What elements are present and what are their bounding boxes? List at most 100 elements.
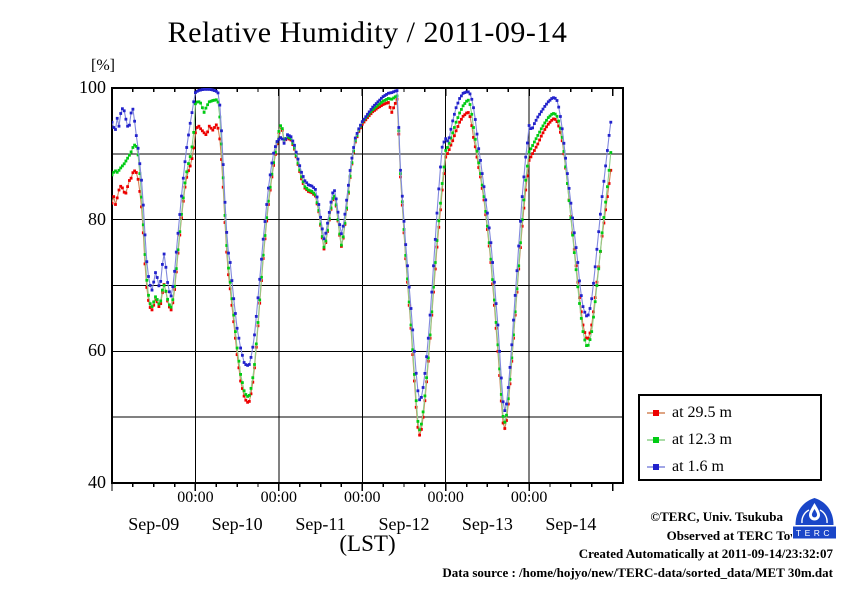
series-marker xyxy=(117,124,121,128)
series-marker xyxy=(512,333,515,337)
series-marker xyxy=(124,159,128,163)
series-marker xyxy=(308,189,312,193)
series-marker xyxy=(122,109,126,113)
series-marker xyxy=(421,410,425,414)
series-marker xyxy=(453,112,456,116)
x-day-label: Sep-12 xyxy=(378,514,430,534)
series-marker xyxy=(246,395,249,398)
series-marker xyxy=(564,165,567,169)
series-marker xyxy=(195,100,199,104)
series-marker xyxy=(385,101,388,105)
series-marker xyxy=(121,164,124,168)
chart-series-1 xyxy=(112,94,613,432)
series-marker xyxy=(185,146,189,149)
series-marker xyxy=(440,145,444,149)
series-marker xyxy=(242,361,246,364)
series-marker xyxy=(174,267,178,270)
series-marker xyxy=(588,307,592,310)
series-marker xyxy=(499,376,503,380)
series-marker xyxy=(171,298,175,302)
series-marker xyxy=(234,336,237,340)
series-marker xyxy=(169,305,173,309)
series-marker xyxy=(138,172,142,175)
series-marker xyxy=(447,148,451,151)
series-marker xyxy=(479,159,482,162)
series-marker xyxy=(442,165,446,169)
legend-marker-blue-icon xyxy=(647,463,665,470)
series-marker xyxy=(364,115,368,119)
series-marker xyxy=(496,343,500,347)
series-marker xyxy=(209,99,213,103)
series-marker xyxy=(268,173,272,177)
series-marker xyxy=(513,310,517,314)
x-day-label: Sep-13 xyxy=(461,514,513,534)
series-marker xyxy=(138,162,142,166)
series-marker xyxy=(501,421,505,425)
series-marker xyxy=(334,197,338,201)
series-marker xyxy=(449,136,453,140)
series-marker xyxy=(317,209,321,212)
series-marker xyxy=(183,160,187,164)
series-marker xyxy=(322,237,326,241)
series-marker xyxy=(195,89,199,93)
series-marker xyxy=(249,392,253,396)
series-marker xyxy=(329,200,333,204)
x-tick-label: 00:00 xyxy=(427,489,464,506)
series-marker xyxy=(559,115,562,118)
series-marker xyxy=(181,176,185,180)
series-marker xyxy=(388,97,392,101)
series-marker xyxy=(520,218,524,222)
series-marker xyxy=(534,118,538,122)
series-marker xyxy=(552,96,555,100)
series-marker xyxy=(461,114,465,118)
series-marker xyxy=(607,168,611,172)
series-marker xyxy=(251,376,255,380)
series-marker xyxy=(121,186,124,190)
series-marker xyxy=(154,297,157,301)
series-marker xyxy=(592,315,595,319)
series-marker xyxy=(390,91,394,94)
series-marker xyxy=(571,216,574,220)
series-marker xyxy=(423,372,427,375)
series-marker xyxy=(150,288,154,292)
series-marker xyxy=(418,398,421,402)
series-marker xyxy=(216,91,220,95)
series-marker xyxy=(249,387,253,390)
series-marker xyxy=(199,88,202,92)
series-marker xyxy=(305,181,309,185)
series-marker xyxy=(155,276,159,279)
legend-item-29-5m: at 29.5 m xyxy=(647,399,820,426)
series-marker xyxy=(246,400,249,404)
series-marker xyxy=(178,213,182,216)
series-marker xyxy=(567,187,571,190)
series-marker xyxy=(562,150,566,153)
series-marker xyxy=(407,285,411,289)
series-marker xyxy=(241,353,244,357)
series-marker xyxy=(550,118,554,122)
series-marker xyxy=(355,134,359,137)
x-day-label: Sep-10 xyxy=(211,514,263,534)
series-marker xyxy=(185,175,189,179)
series-marker xyxy=(387,101,390,104)
series-marker xyxy=(597,267,601,271)
y-tick-label: 100 xyxy=(79,77,106,97)
series-marker xyxy=(242,394,246,398)
series-marker xyxy=(192,146,196,150)
credit-observed: Observed at TERC Tower site xyxy=(666,527,833,543)
series-marker xyxy=(289,135,293,139)
series-marker xyxy=(597,230,601,234)
series-marker xyxy=(609,151,613,154)
series-marker xyxy=(360,122,364,126)
series-marker xyxy=(277,130,281,133)
series-marker xyxy=(456,125,460,128)
series-marker xyxy=(315,195,319,199)
series-marker xyxy=(487,241,491,245)
series-marker xyxy=(329,206,333,210)
series-marker xyxy=(112,120,114,124)
series-marker xyxy=(207,124,211,128)
series-marker xyxy=(538,138,541,142)
series-marker xyxy=(602,179,606,183)
series-marker xyxy=(119,184,123,188)
series-marker xyxy=(331,191,335,195)
series-line xyxy=(112,88,612,411)
